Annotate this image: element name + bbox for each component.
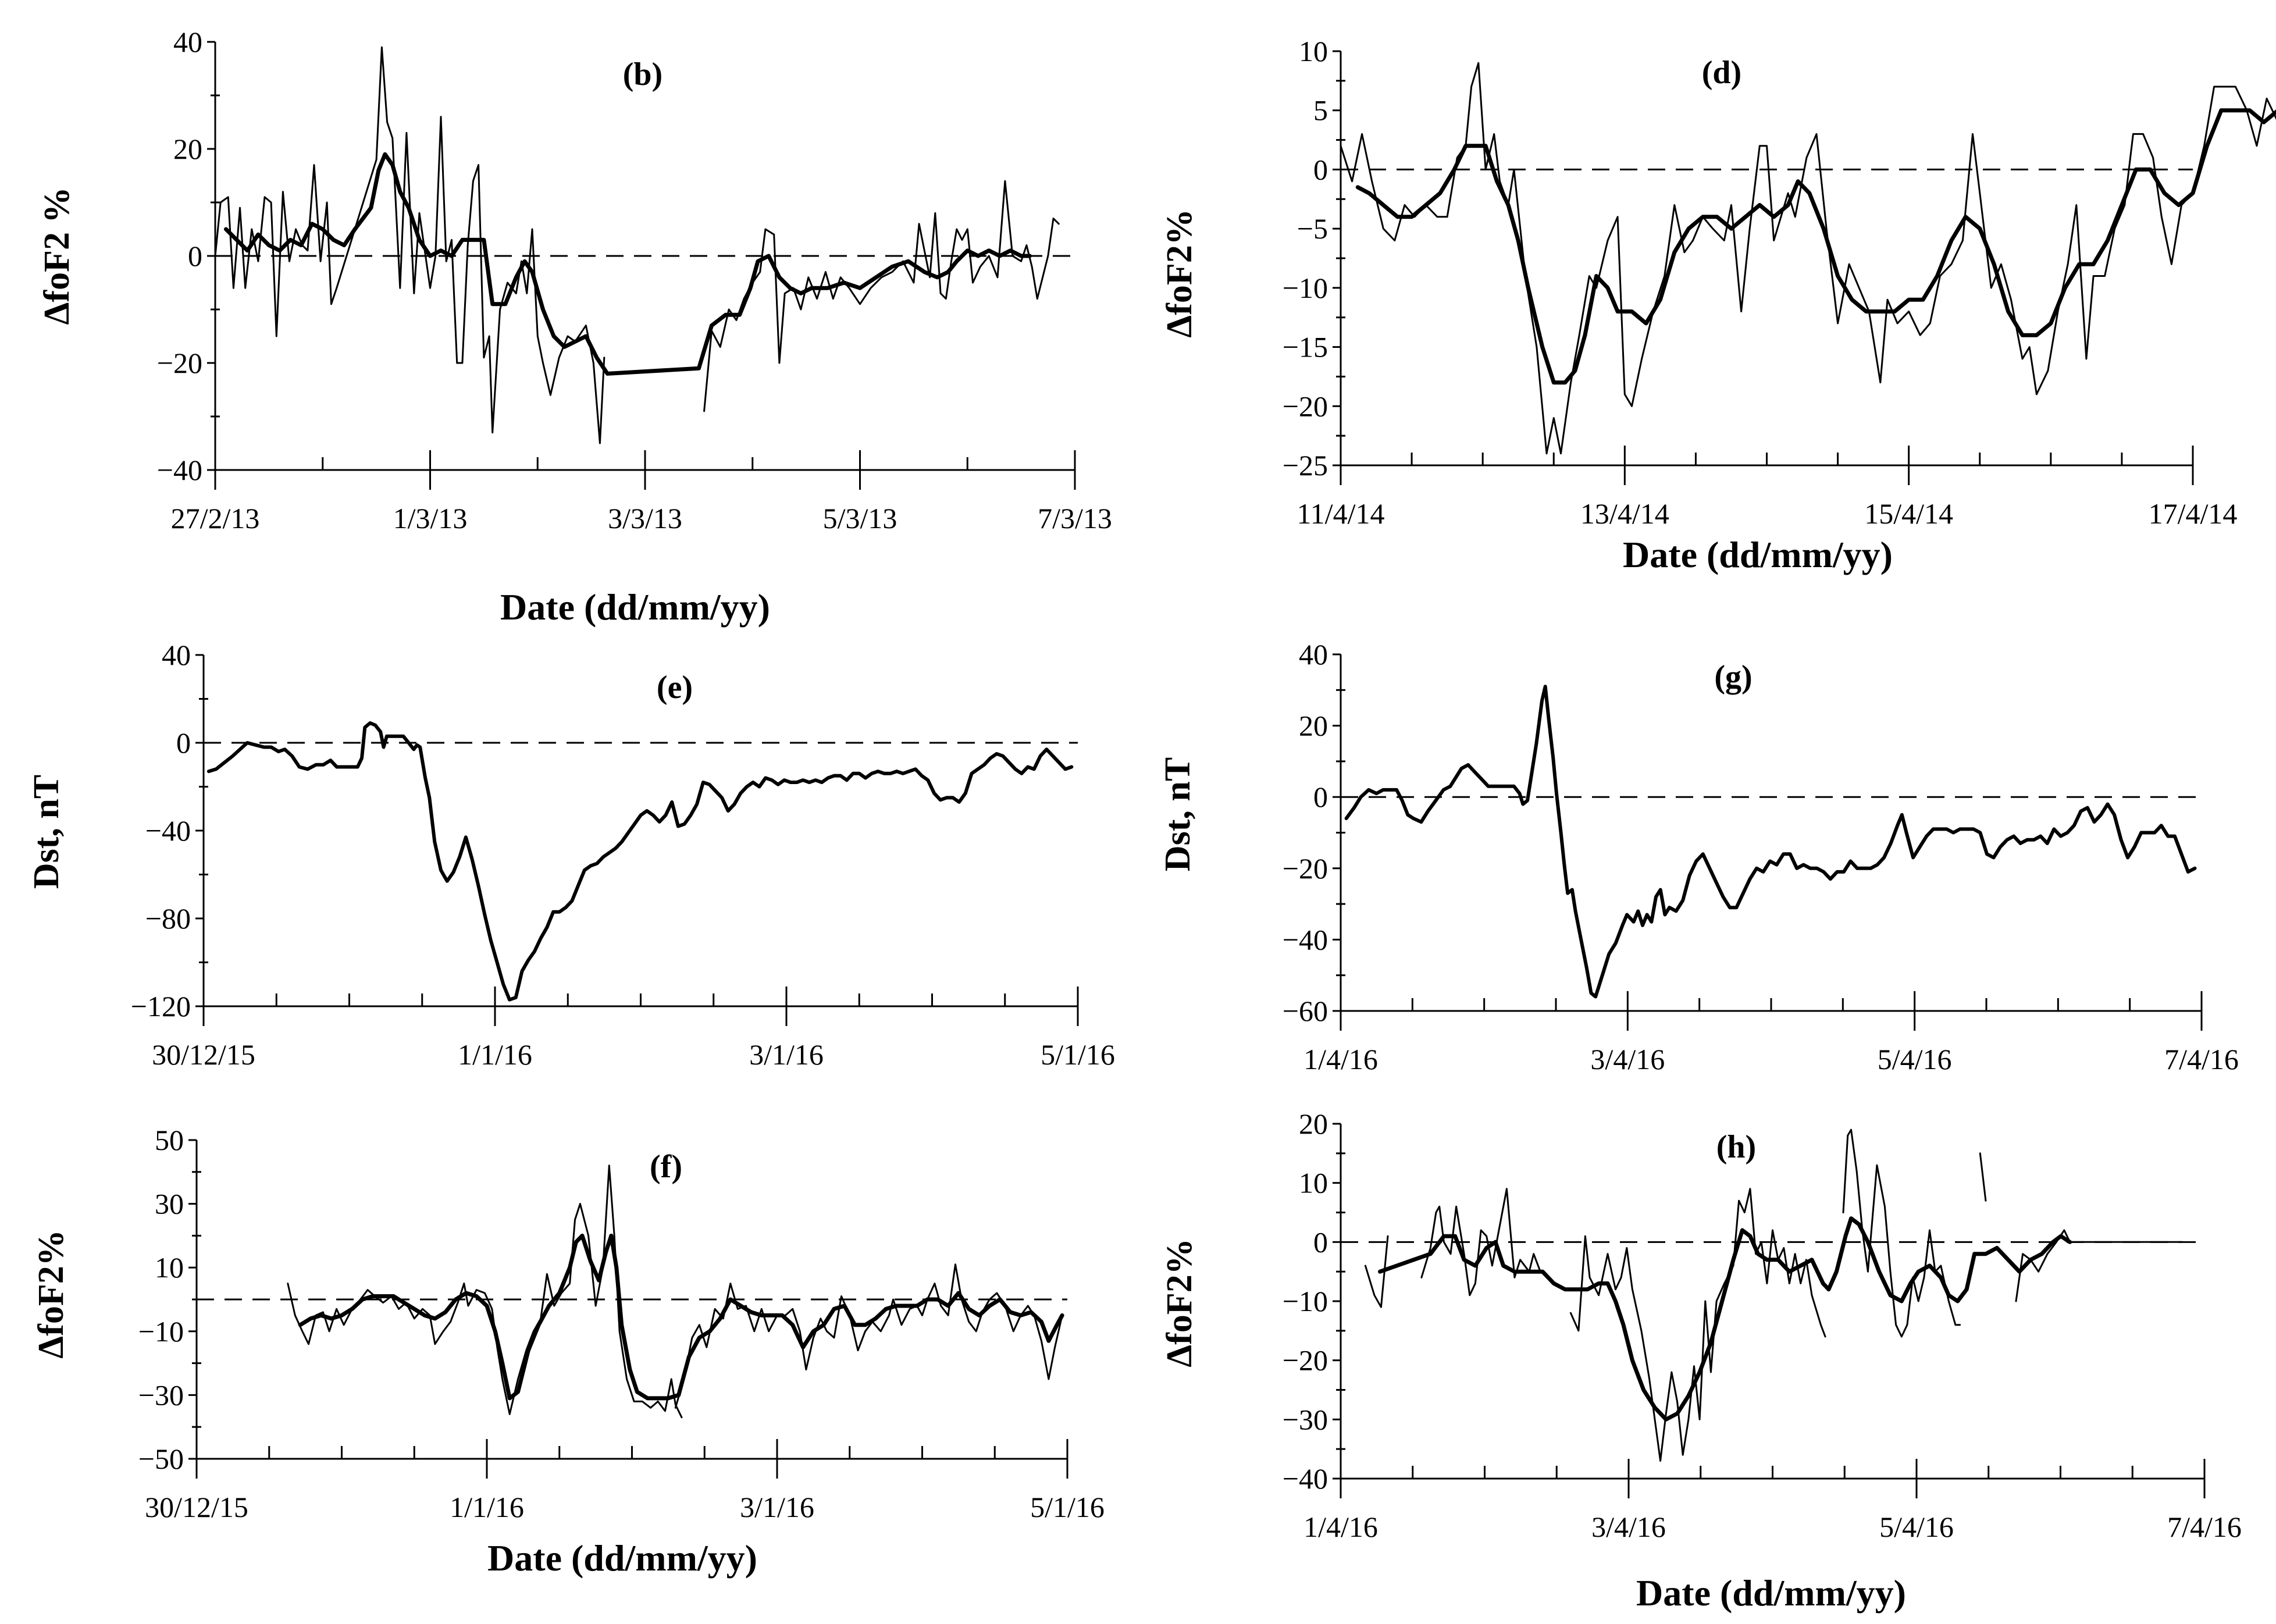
- panel-h-y-tick-label: −10: [1283, 1285, 1328, 1317]
- panel-d-y-tick-label: 0: [1313, 153, 1328, 186]
- panel-h-series-smoothed-line: [1378, 1216, 2072, 1422]
- panel-h-y-tick-label: −30: [1283, 1403, 1328, 1436]
- panel-f-y-tick-label: −30: [138, 1379, 184, 1411]
- panel-e-y-tick-label: −80: [145, 902, 191, 935]
- panel-f-y-tick-label: 30: [155, 1188, 184, 1220]
- panel-b-x-tick-label: 27/2/13: [171, 502, 260, 535]
- panel-f-x-axis-title: Date (dd/mm/yy): [487, 1537, 757, 1579]
- panel-g-y-tick-label: 0: [1313, 781, 1328, 813]
- panel-b: (b) ΔfoF2 % Date (dd/mm/yy) −40 −20 0 20 40 2…: [37, 26, 1112, 628]
- panel-d-x-tick-label: 13/4/14: [1580, 497, 1669, 530]
- panel-g-y-tick-label: −20: [1283, 852, 1328, 885]
- panel-d-x-tick-label: 17/4/14: [2149, 497, 2238, 530]
- panel-h-series-thin-line: [1842, 1128, 1961, 1338]
- panel-e-y-axis-title: Dst, nT: [27, 775, 66, 889]
- panel-h-x-tick-label: 1/4/16: [1303, 1511, 1378, 1543]
- panel-g-y-tick-label: 40: [1299, 638, 1328, 671]
- panel-b-series-smoothed-line: [224, 152, 1032, 376]
- panel-b-y-tick-label: 0: [188, 240, 202, 272]
- panel-d-x-axis-title: Date (dd/mm/yy): [1623, 534, 1893, 575]
- panel-h-series-thin-line: [2015, 1229, 2183, 1302]
- panel-h-series-thin-line: [1420, 1188, 1550, 1297]
- panel-h-y-tick-label: −20: [1283, 1344, 1328, 1377]
- panel-d-series-smoothed-line: [1355, 108, 2276, 385]
- panel-g: (g) Dst, nT −60 −40 −20 0 20 40 1/4/16 3/4/16 5/…: [1158, 638, 2239, 1075]
- panel-b-x-tick-label: 1/3/13: [393, 502, 468, 535]
- panel-h-y-tick-label: 10: [1299, 1167, 1328, 1199]
- panel-b-y-tick-label: 20: [173, 133, 202, 165]
- panel-d-y-tick-label: −5: [1297, 212, 1328, 245]
- panel-h-x-tick-label: 5/4/16: [1879, 1511, 1954, 1543]
- panel-d-x-tick-label: 15/4/14: [1864, 497, 1953, 530]
- panel-g-series-dst-line: [1344, 685, 2197, 999]
- panel-d-y-axis-title: ΔfoF2%: [1160, 209, 1199, 337]
- panel-h: (h) ΔfoF2% Date (dd/mm/yy) −40 −30 −20 −10 0…: [1160, 1107, 2242, 1614]
- panel-d: (d) ΔfoF2% Date (dd/mm/yy) −25 −20 −15 −10 −…: [1160, 35, 2276, 575]
- panel-b-x-tick-label: 5/3/13: [823, 502, 897, 535]
- panel-f: (f) ΔfoF2% Date (dd/mm/yy) −50 −30 −10 10 30…: [31, 1124, 1105, 1579]
- panel-b-x-tick-label: 7/3/13: [1038, 502, 1112, 535]
- panel-h-y-tick-label: 0: [1313, 1226, 1328, 1258]
- panel-e-series-dst-line: [206, 721, 1074, 1002]
- panel-d-series-thin-line: [1340, 62, 2276, 455]
- panel-f-y-tick-label: 10: [155, 1251, 184, 1284]
- panel-h-y-tick-label: 20: [1299, 1107, 1328, 1140]
- panel-e-y-tick-label: −40: [145, 814, 191, 847]
- panel-f-x-tick-label: 30/12/15: [145, 1491, 248, 1523]
- panel-b-y-axis-title: ΔfoF2 %: [37, 187, 77, 325]
- panel-f-y-axis-title: ΔfoF2%: [31, 1230, 71, 1358]
- panel-g-x-tick-label: 7/4/16: [2164, 1043, 2239, 1075]
- panel-d-y-tick-label: −15: [1283, 331, 1328, 364]
- panel-b-y-tick-label: −40: [157, 454, 202, 486]
- panel-e-y-tick-label: 0: [176, 726, 191, 759]
- panel-d-x-tick-label: 11/4/14: [1297, 497, 1385, 530]
- panel-b-y-tick-label: −20: [157, 347, 202, 379]
- panel-d-y-tick-label: −25: [1283, 449, 1328, 482]
- panel-f-y-tick-label: 50: [155, 1124, 184, 1156]
- panel-e-x-tick-label: 5/1/16: [1041, 1038, 1115, 1071]
- panel-f-series-smoothed-line: [298, 1233, 1064, 1401]
- panel-h-series-thin-line: [1979, 1152, 1987, 1202]
- panel-e-y-tick-label: −120: [131, 990, 191, 1023]
- panel-g-x-tick-label: 3/4/16: [1590, 1043, 1665, 1075]
- panel-f-label: (f): [650, 1149, 682, 1185]
- panel-b-x-axis-title: Date (dd/mm/yy): [500, 586, 770, 628]
- panel-g-y-tick-label: −40: [1283, 923, 1328, 956]
- panel-g-y-tick-label: 20: [1299, 710, 1328, 742]
- panel-h-x-tick-label: 3/4/16: [1591, 1511, 1666, 1543]
- panel-h-x-axis-title: Date (dd/mm/yy): [1636, 1572, 1906, 1614]
- panel-d-y-tick-label: −20: [1283, 390, 1328, 422]
- panel-d-label: (d): [1702, 55, 1741, 91]
- panel-e: (e) Dst, nT −120 −80 −40 0 40 30/12/15 1/1/16 3…: [27, 639, 1115, 1071]
- panel-g-x-tick-label: 5/4/16: [1878, 1043, 1952, 1075]
- panel-f-x-tick-label: 3/1/16: [740, 1491, 814, 1523]
- panel-g-x-tick-label: 1/4/16: [1303, 1043, 1378, 1075]
- panel-b-y-tick-label: 40: [173, 26, 202, 58]
- panel-b-x-tick-label: 3/3/13: [608, 502, 682, 535]
- panel-g-y-tick-label: −60: [1283, 995, 1328, 1027]
- panel-e-label: (e): [657, 669, 693, 706]
- panel-d-y-tick-label: 5: [1313, 94, 1328, 127]
- panel-h-y-axis-title: ΔfoF2%: [1160, 1238, 1199, 1367]
- panel-f-x-tick-label: 1/1/16: [450, 1491, 524, 1523]
- panel-h-label: (h): [1716, 1129, 1756, 1165]
- panel-f-x-tick-label: 5/1/16: [1030, 1491, 1105, 1523]
- panel-b-label: (b): [623, 56, 663, 92]
- panel-d-y-tick-label: 10: [1299, 35, 1328, 67]
- panel-e-x-tick-label: 30/12/15: [152, 1038, 255, 1071]
- panel-f-y-tick-label: −50: [138, 1443, 184, 1475]
- panel-g-y-axis-title: Dst, nT: [1158, 757, 1198, 871]
- panel-e-x-tick-label: 3/1/16: [749, 1038, 824, 1071]
- panel-h-x-tick-label: 7/4/16: [2167, 1511, 2242, 1543]
- panel-d-y-tick-label: −10: [1283, 272, 1328, 304]
- panel-g-label: (g): [1714, 659, 1752, 695]
- panel-e-x-tick-label: 1/1/16: [458, 1038, 532, 1071]
- panel-e-y-tick-label: 40: [162, 639, 191, 671]
- panel-f-y-tick-label: −10: [138, 1315, 184, 1348]
- panel-h-y-tick-label: −40: [1283, 1462, 1328, 1495]
